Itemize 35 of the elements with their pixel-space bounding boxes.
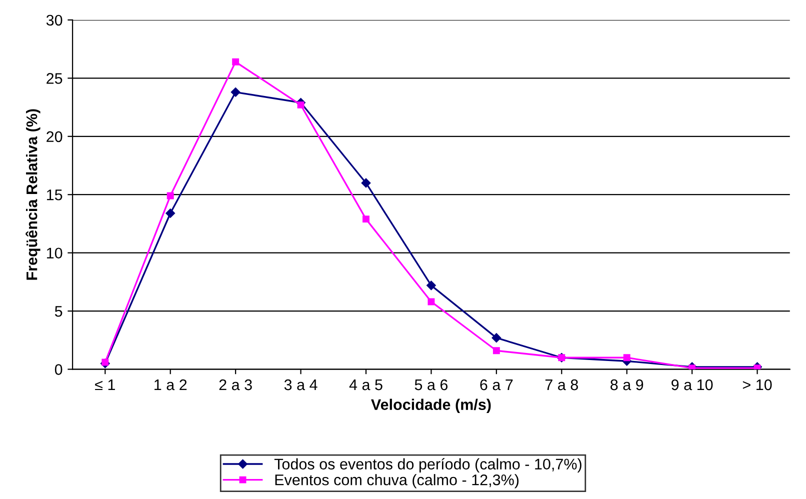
x-axis-title: Velocidade (m/s) xyxy=(371,398,491,414)
x-tick-label: 8 a 9 xyxy=(610,379,644,390)
x-tick-label: 4 a 5 xyxy=(349,380,382,390)
y-tick-label: 25 xyxy=(46,73,62,84)
point xyxy=(166,208,175,218)
x-tick-label: 3 a 4 xyxy=(284,379,318,390)
y-axis-title: Freqüência Relativa (%) xyxy=(26,109,40,280)
y-tick-label: 10 xyxy=(46,248,62,259)
point xyxy=(230,88,240,97)
x-tick-label: ≤ 1 xyxy=(95,380,115,390)
legend-label: Todos os eventos do período (calmo - 10,7%) xyxy=(274,458,582,473)
point xyxy=(102,358,109,366)
y-tick-label: 5 xyxy=(54,306,62,317)
point xyxy=(297,101,304,108)
y-tick-label: 0 xyxy=(54,364,62,375)
x-tick-label: 9 a 10 xyxy=(672,379,713,390)
point xyxy=(492,333,502,342)
point xyxy=(426,280,436,290)
point xyxy=(232,58,240,66)
y-tick-label: 20 xyxy=(46,131,62,142)
legend-label: Eventos com chuva (calmo - 12,3%) xyxy=(275,474,519,488)
x-tick-label: 6 a 7 xyxy=(480,379,513,390)
x-tick-label: 5 a 6 xyxy=(414,379,448,390)
point xyxy=(166,192,174,200)
y-tick-label: 30 xyxy=(46,14,62,26)
x-tick-label: 7 a 8 xyxy=(545,379,578,390)
point xyxy=(362,216,370,223)
point xyxy=(492,347,500,354)
y-tick-label: 15 xyxy=(46,190,62,200)
x-tick-label: > 10 xyxy=(742,379,772,390)
point xyxy=(623,354,630,362)
x-tick-label: 2 a 3 xyxy=(219,379,252,390)
point xyxy=(428,298,435,306)
x-tick-label: 1 a 2 xyxy=(154,379,187,390)
point xyxy=(361,178,371,188)
